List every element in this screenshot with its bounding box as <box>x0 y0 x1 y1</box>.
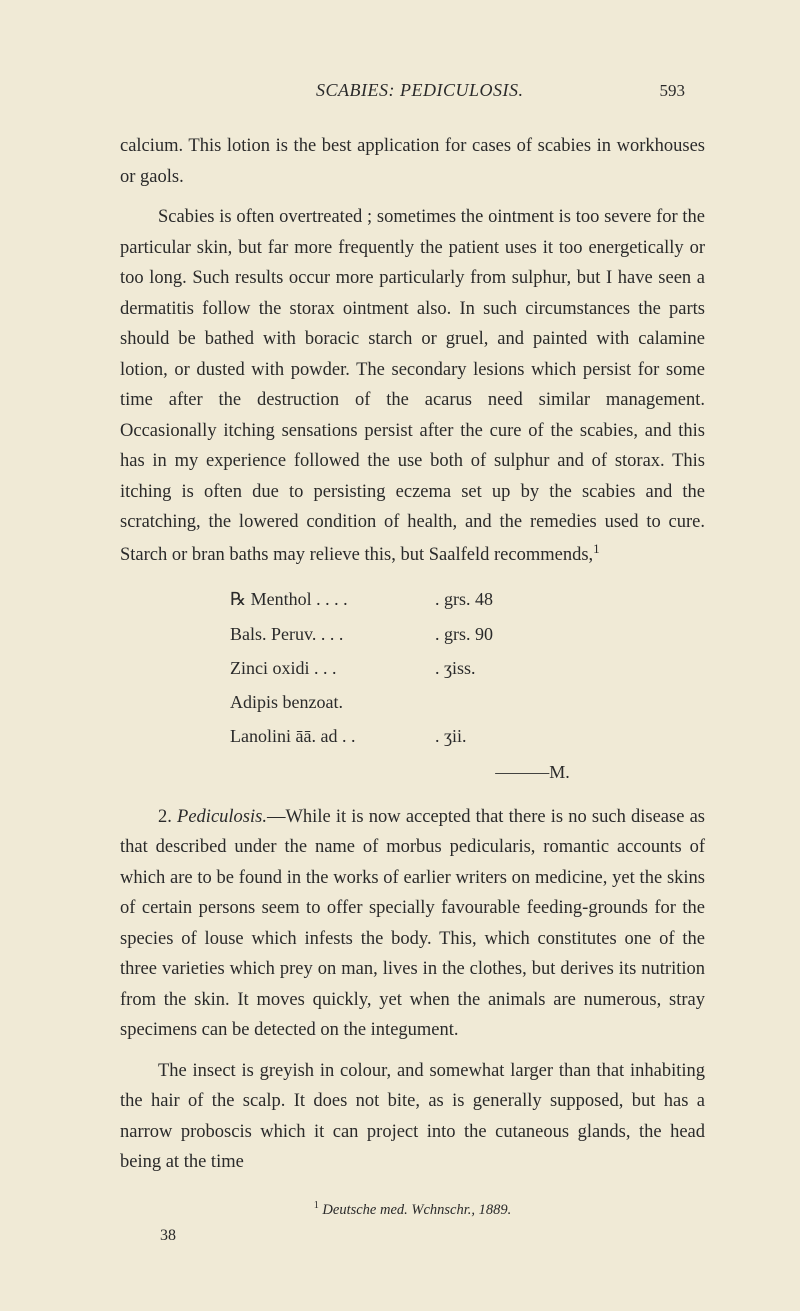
rx-item: Zinci oxidi . . . <box>230 651 435 685</box>
rx-value <box>435 685 705 719</box>
footnote-number: 1 <box>314 1200 319 1211</box>
rx-value: . grs. 90 <box>435 617 705 651</box>
paragraph-1a: calcium. This lotion is the best applica… <box>120 131 705 192</box>
rx-line: ℞ Menthol . . . . . grs. 48 <box>230 582 705 616</box>
rx-line: Lanolini āā. ad . . . ʒii. <box>230 719 705 753</box>
rx-value: . grs. 48 <box>435 582 705 616</box>
rx-line: Zinci oxidi . . . . ʒiss. <box>230 651 705 685</box>
rx-m-line: ———M. <box>360 755 705 789</box>
footnote-marker: 1 <box>593 541 599 556</box>
section-number: 2. <box>158 807 177 827</box>
signature-number: 38 <box>160 1227 705 1245</box>
prescription-block: ℞ Menthol . . . . . grs. 48 Bals. Peruv.… <box>230 582 705 789</box>
page-container: SCABIES: PEDICULOSIS. 593 calcium. This … <box>120 80 705 1245</box>
rx-item: Bals. Peruv. . . . <box>230 617 435 651</box>
footnote: 1 Deutsche med. Wchnschr., 1889. <box>120 1200 705 1219</box>
paragraph-1b-text: Scabies is often overtreated ; sometimes… <box>120 207 705 565</box>
rx-item: Adipis benzoat. <box>230 685 435 719</box>
running-title: SCABIES: PEDICULOSIS. <box>120 80 660 101</box>
page-number: 593 <box>660 81 686 101</box>
rx-line: Bals. Peruv. . . . . grs. 90 <box>230 617 705 651</box>
paragraph-1b: Scabies is often overtreated ; sometimes… <box>120 202 705 570</box>
footnote-text: Deutsche med. Wchnschr., 1889. <box>322 1202 511 1218</box>
rx-value: . ʒiss. <box>435 651 705 685</box>
paragraph-3: The insect is greyish in colour, and som… <box>120 1056 705 1178</box>
rx-item: ℞ Menthol . . . . <box>230 582 435 616</box>
paragraph-2: 2. Pediculosis.—While it is now accepted… <box>120 802 705 1046</box>
paragraph-2-text: —While it is now accepted that there is … <box>120 807 705 1041</box>
rx-item: Lanolini āā. ad . . <box>230 719 435 753</box>
rx-line: Adipis benzoat. <box>230 685 705 719</box>
section-title: Pediculosis. <box>177 807 267 827</box>
page-header: SCABIES: PEDICULOSIS. 593 <box>120 80 705 101</box>
rx-value: . ʒii. <box>435 719 705 753</box>
